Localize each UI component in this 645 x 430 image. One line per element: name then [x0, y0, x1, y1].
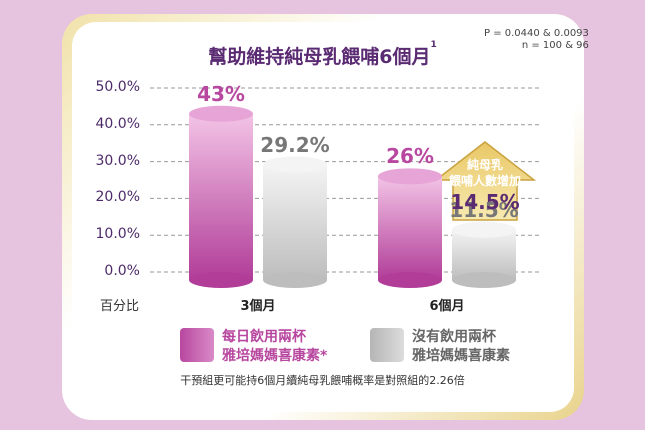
x-tick-label: 3個月 — [240, 299, 276, 314]
y-tick-label: 30.0% — [95, 152, 140, 169]
data-label: 43% — [197, 81, 245, 106]
bar-top — [189, 105, 253, 122]
y-tick-label: 20.0% — [95, 189, 140, 206]
bar — [452, 229, 516, 280]
bar-base — [452, 272, 516, 288]
y-axis-label: 百分比 — [100, 299, 140, 314]
y-tick-label: 10.0% — [95, 226, 140, 243]
arrow-line-2: 餵哺人數增加 — [448, 174, 521, 188]
legend-label-intervention: 每日飲用兩杯 雅培媽媽喜康素* — [222, 329, 328, 364]
stats-text: P = 0.0440 & 0.0093 n = 100 & 96 — [484, 28, 589, 52]
y-tick-label: 40.0% — [95, 115, 140, 132]
bar-top — [378, 168, 442, 185]
bar-base — [263, 272, 327, 288]
bar — [189, 113, 253, 280]
sample-size: n = 100 & 96 — [521, 40, 589, 51]
p-value: P = 0.0440 & 0.0093 — [484, 28, 589, 39]
bar-top — [263, 156, 327, 173]
legend-swatch-intervention — [180, 328, 214, 362]
data-label: 11.5% — [449, 197, 519, 222]
y-tick-label: 0.0% — [104, 263, 140, 279]
data-label: 26% — [386, 144, 434, 169]
title-footnote-mark: 1 — [430, 40, 437, 50]
y-tick-label: 50.0% — [95, 79, 140, 95]
legend-label-control: 沒有飲用兩杯 雅培媽媽喜康素 — [412, 329, 510, 364]
footnote: 干預組更可能持6個月續純母乳餵哺概率是對照組的2.26倍 — [180, 374, 465, 387]
bar — [263, 164, 327, 280]
bar-base — [378, 272, 442, 288]
bar — [378, 176, 442, 280]
arrow-value: 14.5% — [450, 190, 520, 214]
bar-top — [452, 221, 516, 238]
bar-base — [189, 272, 253, 288]
arrow-line-1: 純母乳 — [466, 158, 503, 172]
chart-title: 幫助維持純母乳餵哺6個月1 — [208, 40, 437, 68]
legend-swatch-control — [370, 328, 404, 362]
x-tick-label: 6個月 — [429, 299, 465, 314]
data-label: 29.2% — [260, 132, 330, 157]
